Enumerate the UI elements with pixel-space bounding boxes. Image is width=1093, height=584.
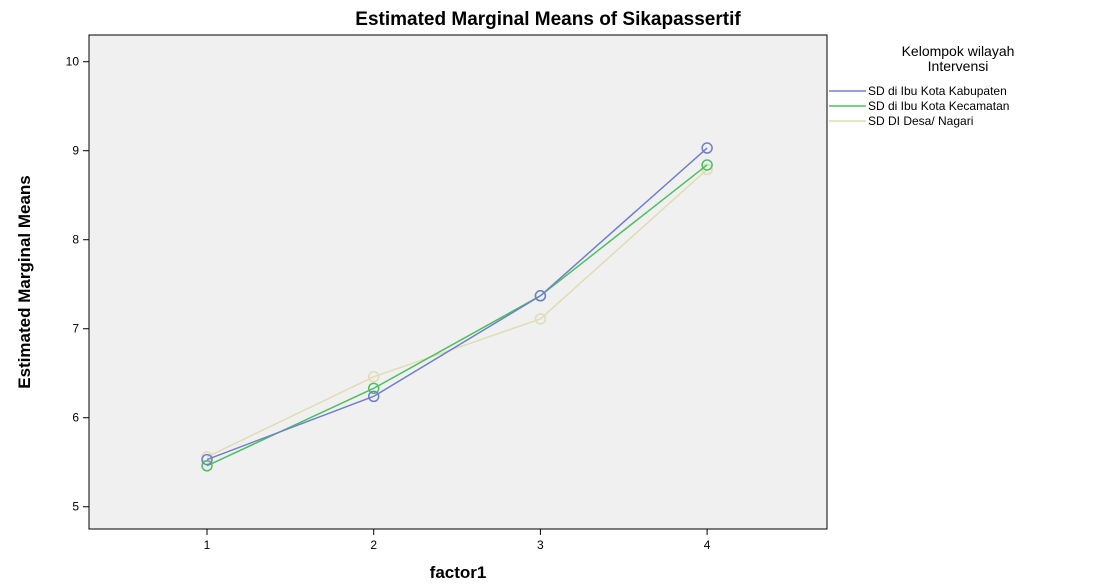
legend-label: SD di Ibu Kota Kabupaten [868, 84, 1007, 98]
series-line [206, 164, 708, 467]
plot-area [88, 34, 828, 530]
data-point [701, 159, 713, 171]
legend: Kelompok wilayah Intervensi SD di Ibu Ko… [829, 43, 1014, 128]
y-axis-label: Estimated Marginal Means [15, 175, 34, 389]
y-axis: 5 6 7 8 9 10 [66, 55, 89, 514]
y-tick-label: 9 [72, 144, 79, 158]
x-tick-label: 2 [370, 538, 377, 552]
data-point [201, 460, 213, 472]
data-point [367, 390, 380, 403]
data-point [367, 382, 380, 395]
y-tick-label: 10 [66, 55, 80, 69]
series-line [206, 168, 708, 458]
data-point [367, 371, 380, 383]
y-tick-label: 5 [72, 500, 79, 514]
data-point [534, 313, 547, 325]
data-point [201, 453, 213, 466]
y-tick-label: 8 [72, 233, 79, 247]
data-point [701, 142, 713, 154]
x-tick-label: 4 [704, 538, 711, 552]
legend-title-line-1: Kelompok wilayah [902, 43, 1015, 59]
chart-title: Estimated Marginal Means of Sikapasserti… [355, 9, 741, 30]
x-axis: 1 2 3 4 [204, 529, 711, 552]
legend-label: SD DI Desa/ Nagari [868, 114, 973, 128]
legend-label: SD di Ibu Kota Kecamatan [868, 99, 1009, 113]
series-1 [201, 142, 713, 466]
data-point [534, 290, 547, 302]
x-tick-label: 1 [204, 538, 211, 552]
legend-title-line-2: Intervensi [928, 58, 989, 74]
x-tick-label: 3 [537, 538, 544, 552]
series-layer [201, 142, 713, 472]
series-line [206, 147, 708, 461]
x-axis-label: factor1 [430, 563, 487, 582]
y-tick-label: 6 [72, 411, 79, 425]
y-tick-label: 7 [72, 322, 79, 336]
